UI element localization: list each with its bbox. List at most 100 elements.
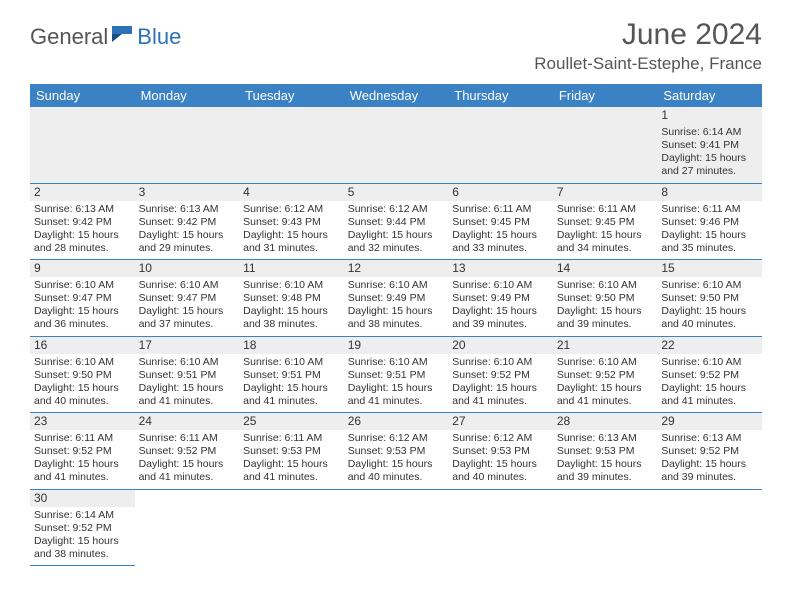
sunset-line: Sunset: 9:42 PM: [139, 216, 236, 229]
day-number: 4: [239, 184, 344, 201]
daylight-line: Daylight: 15 hours and 39 minutes.: [557, 458, 654, 484]
sunrise-line: Sunrise: 6:11 AM: [661, 203, 758, 216]
sunset-line: Sunset: 9:53 PM: [348, 445, 445, 458]
daylight-line: Daylight: 15 hours and 33 minutes.: [452, 229, 549, 255]
daylight-line: Daylight: 15 hours and 40 minutes.: [661, 305, 758, 331]
sunset-line: Sunset: 9:52 PM: [34, 445, 131, 458]
sunrise-line: Sunrise: 6:10 AM: [243, 356, 340, 369]
day-cell: 5Sunrise: 6:12 AMSunset: 9:44 PMDaylight…: [344, 183, 449, 260]
sunrise-line: Sunrise: 6:11 AM: [557, 203, 654, 216]
sunrise-line: Sunrise: 6:10 AM: [243, 279, 340, 292]
day-number: 12: [344, 260, 449, 277]
day-number: 7: [553, 184, 658, 201]
day-number: 1: [657, 107, 762, 124]
day-number: 13: [448, 260, 553, 277]
daylight-line: Daylight: 15 hours and 41 minutes.: [139, 382, 236, 408]
day-number: 18: [239, 337, 344, 354]
day-cell: 1Sunrise: 6:14 AMSunset: 9:41 PMDaylight…: [657, 107, 762, 183]
empty-cell: [553, 489, 658, 566]
calendar-header-row: SundayMondayTuesdayWednesdayThursdayFrid…: [30, 84, 762, 107]
sunset-line: Sunset: 9:49 PM: [348, 292, 445, 305]
sunset-line: Sunset: 9:53 PM: [557, 445, 654, 458]
sunset-line: Sunset: 9:52 PM: [34, 522, 131, 535]
sunrise-line: Sunrise: 6:10 AM: [661, 356, 758, 369]
day-cell: 18 Sunrise: 6:10 AMSunset: 9:51 PMDayligh…: [239, 336, 344, 413]
day-number: 24: [135, 413, 240, 430]
sunset-line: Sunset: 9:50 PM: [34, 369, 131, 382]
sunset-line: Sunset: 9:43 PM: [243, 216, 340, 229]
sunrise-line: Sunrise: 6:13 AM: [34, 203, 131, 216]
calendar-row: 16Sunrise: 6:10 AMSunset: 9:50 PMDayligh…: [30, 336, 762, 413]
daylight-line: Daylight: 15 hours and 39 minutes.: [661, 458, 758, 484]
sunrise-line: Sunrise: 6:10 AM: [139, 356, 236, 369]
sunset-line: Sunset: 9:45 PM: [452, 216, 549, 229]
sunset-line: Sunset: 9:51 PM: [243, 369, 340, 382]
day-number: 25: [239, 413, 344, 430]
day-cell: 21Sunrise: 6:10 AMSunset: 9:52 PMDayligh…: [553, 336, 658, 413]
sunrise-line: Sunrise: 6:12 AM: [452, 432, 549, 445]
calendar-body: 1Sunrise: 6:14 AMSunset: 9:41 PMDaylight…: [30, 107, 762, 566]
daylight-line: Daylight: 15 hours and 40 minutes.: [348, 458, 445, 484]
sunrise-line: Sunrise: 6:10 AM: [348, 279, 445, 292]
day-cell: 25Sunrise: 6:11 AMSunset: 9:53 PMDayligh…: [239, 413, 344, 490]
sunrise-line: Sunrise: 6:13 AM: [661, 432, 758, 445]
daylight-line: Daylight: 15 hours and 39 minutes.: [557, 305, 654, 331]
sunset-line: Sunset: 9:52 PM: [661, 369, 758, 382]
sunrise-line: Sunrise: 6:14 AM: [34, 509, 131, 522]
day-number: 3: [135, 184, 240, 201]
weekday-header: Thursday: [448, 84, 553, 107]
sunrise-line: Sunrise: 6:13 AM: [139, 203, 236, 216]
day-cell: 9Sunrise: 6:10 AMSunset: 9:47 PMDaylight…: [30, 260, 135, 337]
daylight-line: Daylight: 15 hours and 40 minutes.: [452, 458, 549, 484]
month-title: June 2024: [534, 18, 762, 52]
day-number: 9: [30, 260, 135, 277]
day-cell: 24Sunrise: 6:11 AMSunset: 9:52 PMDayligh…: [135, 413, 240, 490]
location: Roullet-Saint-Estephe, France: [534, 54, 762, 74]
daylight-line: Daylight: 15 hours and 29 minutes.: [139, 229, 236, 255]
daylight-line: Daylight: 15 hours and 34 minutes.: [557, 229, 654, 255]
daylight-line: Daylight: 15 hours and 41 minutes.: [34, 458, 131, 484]
day-cell: 10Sunrise: 6:10 AMSunset: 9:47 PMDayligh…: [135, 260, 240, 337]
empty-cell: [553, 107, 658, 183]
day-cell: 16Sunrise: 6:10 AMSunset: 9:50 PMDayligh…: [30, 336, 135, 413]
day-number: 8: [657, 184, 762, 201]
sunrise-line: Sunrise: 6:12 AM: [243, 203, 340, 216]
sunset-line: Sunset: 9:53 PM: [243, 445, 340, 458]
sunset-line: Sunset: 9:50 PM: [557, 292, 654, 305]
daylight-line: Daylight: 15 hours and 38 minutes.: [348, 305, 445, 331]
sunset-line: Sunset: 9:52 PM: [452, 369, 549, 382]
logo-text-general: General: [30, 24, 108, 50]
weekday-header: Monday: [135, 84, 240, 107]
day-cell: 3 Sunrise: 6:13 AMSunset: 9:42 PMDaylight…: [135, 183, 240, 260]
sunrise-line: Sunrise: 6:10 AM: [452, 279, 549, 292]
sunrise-line: Sunrise: 6:10 AM: [348, 356, 445, 369]
empty-cell: [239, 107, 344, 183]
sunrise-line: Sunrise: 6:14 AM: [661, 126, 758, 139]
empty-cell: [344, 489, 449, 566]
day-cell: 7 Sunrise: 6:11 AMSunset: 9:45 PMDaylight…: [553, 183, 658, 260]
sunset-line: Sunset: 9:47 PM: [34, 292, 131, 305]
header: General Blue June 2024 Roullet-Saint-Est…: [30, 18, 762, 74]
day-cell: 23Sunrise: 6:11 AMSunset: 9:52 PMDayligh…: [30, 413, 135, 490]
day-cell: 26Sunrise: 6:12 AMSunset: 9:53 PMDayligh…: [344, 413, 449, 490]
day-cell: 2Sunrise: 6:13 AMSunset: 9:42 PMDaylight…: [30, 183, 135, 260]
day-cell: 15Sunrise: 6:10 AMSunset: 9:50 PMDayligh…: [657, 260, 762, 337]
sunset-line: Sunset: 9:46 PM: [661, 216, 758, 229]
empty-cell: [135, 489, 240, 566]
empty-cell: [30, 107, 135, 183]
day-cell: 20Sunrise: 6:10 AMSunset: 9:52 PMDayligh…: [448, 336, 553, 413]
day-number: 6: [448, 184, 553, 201]
sunset-line: Sunset: 9:44 PM: [348, 216, 445, 229]
daylight-line: Daylight: 15 hours and 38 minutes.: [34, 535, 131, 561]
daylight-line: Daylight: 15 hours and 41 minutes.: [348, 382, 445, 408]
day-cell: 4Sunrise: 6:12 AMSunset: 9:43 PMDaylight…: [239, 183, 344, 260]
daylight-line: Daylight: 15 hours and 36 minutes.: [34, 305, 131, 331]
daylight-line: Daylight: 15 hours and 32 minutes.: [348, 229, 445, 255]
sunset-line: Sunset: 9:41 PM: [661, 139, 758, 152]
day-cell: 28Sunrise: 6:13 AMSunset: 9:53 PMDayligh…: [553, 413, 658, 490]
daylight-line: Daylight: 15 hours and 41 minutes.: [243, 382, 340, 408]
sunrise-line: Sunrise: 6:10 AM: [139, 279, 236, 292]
calendar-row: 2Sunrise: 6:13 AMSunset: 9:42 PMDaylight…: [30, 183, 762, 260]
sunset-line: Sunset: 9:45 PM: [557, 216, 654, 229]
sunrise-line: Sunrise: 6:11 AM: [452, 203, 549, 216]
